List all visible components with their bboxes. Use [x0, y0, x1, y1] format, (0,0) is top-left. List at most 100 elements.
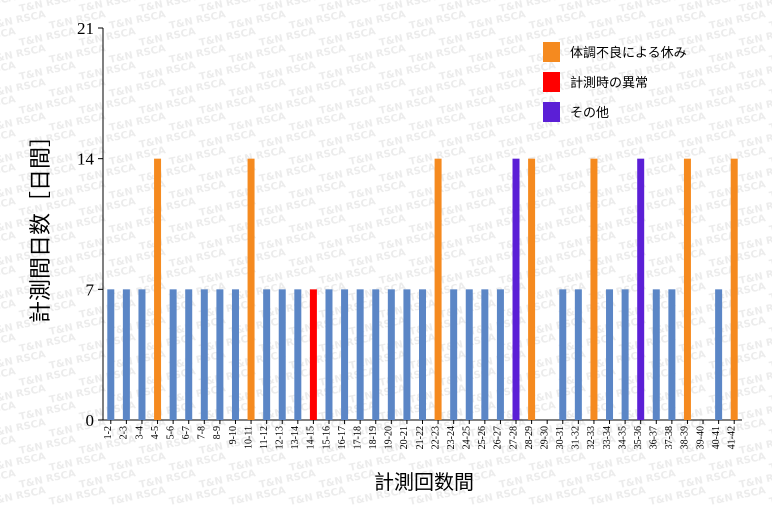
x-tick-label: 29-30: [539, 426, 550, 449]
watermark-text: T&N RSCA: [588, 451, 647, 474]
watermark-text: T&N RSCA: [288, 111, 347, 134]
x-tick-label: 2-3: [119, 426, 130, 439]
watermark-text: T&N RSCA: [648, 451, 707, 474]
y-tick-label: 14: [77, 150, 95, 169]
watermark-text: T&N RSCA: [48, 179, 107, 202]
watermark-text: T&N RSCA: [0, 0, 17, 15]
watermark-text: T&N RSCA: [0, 94, 17, 117]
bar-20-21: [403, 289, 411, 420]
watermark-text: T&N RSCA: [468, 77, 527, 100]
watermark-text: T&N RSCA: [768, 349, 772, 372]
watermark-text: T&N RSCA: [0, 128, 17, 151]
bar-40-41: [715, 289, 723, 420]
watermark-text: T&N RSCA: [708, 451, 767, 474]
x-tick-label: 41-42: [727, 426, 738, 449]
watermark-text: T&N RSCA: [198, 128, 257, 151]
watermark-text: T&N RSCA: [528, 213, 587, 236]
watermark-text: T&N RSCA: [528, 451, 587, 474]
watermark-text: T&N RSCA: [498, 298, 557, 321]
watermark-text: T&N RSCA: [498, 128, 557, 151]
watermark-text: T&N RSCA: [168, 43, 227, 66]
bar-19-20: [387, 289, 395, 420]
watermark-text: T&N RSCA: [48, 417, 107, 440]
watermark-text: T&N RSCA: [0, 26, 17, 49]
watermark-text: T&N RSCA: [138, 264, 197, 287]
watermark-text: T&N RSCA: [318, 468, 377, 491]
watermark-text: T&N RSCA: [588, 485, 647, 508]
watermark-text: T&N RSCA: [438, 230, 497, 253]
bar-35-36: [637, 158, 645, 420]
watermark-text: T&N RSCA: [558, 196, 617, 219]
watermark-text: T&N RSCA: [108, 111, 167, 134]
x-tick-label: 18-19: [368, 426, 379, 449]
watermark-text: T&N RSCA: [18, 26, 77, 49]
watermark-text: T&N RSCA: [168, 179, 227, 202]
bar-14-15: [309, 289, 317, 420]
bar-16-17: [341, 289, 349, 420]
watermark-text: T&N RSCA: [108, 485, 167, 508]
watermark-text: T&N RSCA: [288, 213, 347, 236]
watermark-text: T&N RSCA: [48, 451, 107, 474]
x-tick-label: 1-2: [103, 426, 114, 439]
watermark-text: T&N RSCA: [438, 162, 497, 185]
watermark-text: T&N RSCA: [618, 128, 677, 151]
y-tick-label: 0: [86, 411, 95, 430]
watermark-text: T&N RSCA: [228, 485, 287, 508]
watermark-text: T&N RSCA: [48, 43, 107, 66]
watermark-text: T&N RSCA: [228, 213, 287, 236]
watermark-text: T&N RSCA: [468, 111, 527, 134]
watermark-text: T&N RSCA: [78, 94, 137, 117]
bars: [107, 158, 738, 420]
watermark-text: T&N RSCA: [438, 94, 497, 117]
watermark-text: T&N RSCA: [18, 366, 77, 389]
legend-label: 計測時の異常: [570, 75, 648, 91]
watermark-text: T&N RSCA: [438, 60, 497, 83]
x-tick-label: 21-22: [415, 426, 426, 449]
watermark-text: T&N RSCA: [18, 400, 77, 423]
watermark-text: T&N RSCA: [228, 9, 287, 32]
watermark-text: T&N RSCA: [0, 332, 17, 355]
watermark-text: T&N RSCA: [18, 60, 77, 83]
bar-41-42: [730, 158, 738, 420]
watermark-text: T&N RSCA: [228, 77, 287, 100]
bar-24-25: [465, 289, 473, 420]
watermark-text: T&N RSCA: [648, 485, 707, 508]
bar-3-4: [138, 289, 146, 420]
watermark-text: T&N RSCA: [258, 162, 317, 185]
watermark-text: T&N RSCA: [138, 230, 197, 253]
watermark-text: T&N RSCA: [498, 332, 557, 355]
watermark-text: T&N RSCA: [768, 485, 772, 508]
watermark-text: T&N RSCA: [228, 43, 287, 66]
watermark-text: T&N RSCA: [768, 213, 772, 236]
bar-6-7: [185, 289, 193, 420]
x-tick-label: 9-10: [228, 426, 239, 444]
watermark-text: T&N RSCA: [348, 179, 407, 202]
watermark-text: T&N RSCA: [228, 145, 287, 168]
watermark-text: T&N RSCA: [0, 468, 17, 491]
watermark-text: T&N RSCA: [0, 60, 17, 83]
watermark-text: T&N RSCA: [318, 94, 377, 117]
watermark-text: T&N RSCA: [378, 264, 437, 287]
watermark-text: T&N RSCA: [138, 60, 197, 83]
y-tick-labels: 0 7 14 21: [77, 19, 95, 430]
watermark-text: T&N RSCA: [378, 94, 437, 117]
watermark-text: T&N RSCA: [348, 247, 407, 270]
watermark-text: T&N RSCA: [78, 468, 137, 491]
watermark-text: T&N RSCA: [648, 213, 707, 236]
watermark-text: T&N RSCA: [0, 434, 17, 457]
watermark-text: T&N RSCA: [288, 485, 347, 508]
watermark-text: T&N RSCA: [258, 128, 317, 151]
watermark-text: T&N RSCA: [348, 9, 407, 32]
bar-10-11: [247, 158, 255, 420]
watermark-text: T&N RSCA: [498, 366, 557, 389]
watermark-text: T&N RSCA: [558, 128, 617, 151]
watermark-text: T&N RSCA: [618, 94, 677, 117]
watermark-text: T&N RSCA: [318, 196, 377, 219]
bar-27-28: [512, 158, 520, 420]
watermark-text: T&N RSCA: [288, 77, 347, 100]
bar-7-8: [200, 289, 208, 420]
bar-34-35: [621, 289, 629, 420]
watermark-text: T&N RSCA: [468, 485, 527, 508]
watermark-text: T&N RSCA: [648, 145, 707, 168]
